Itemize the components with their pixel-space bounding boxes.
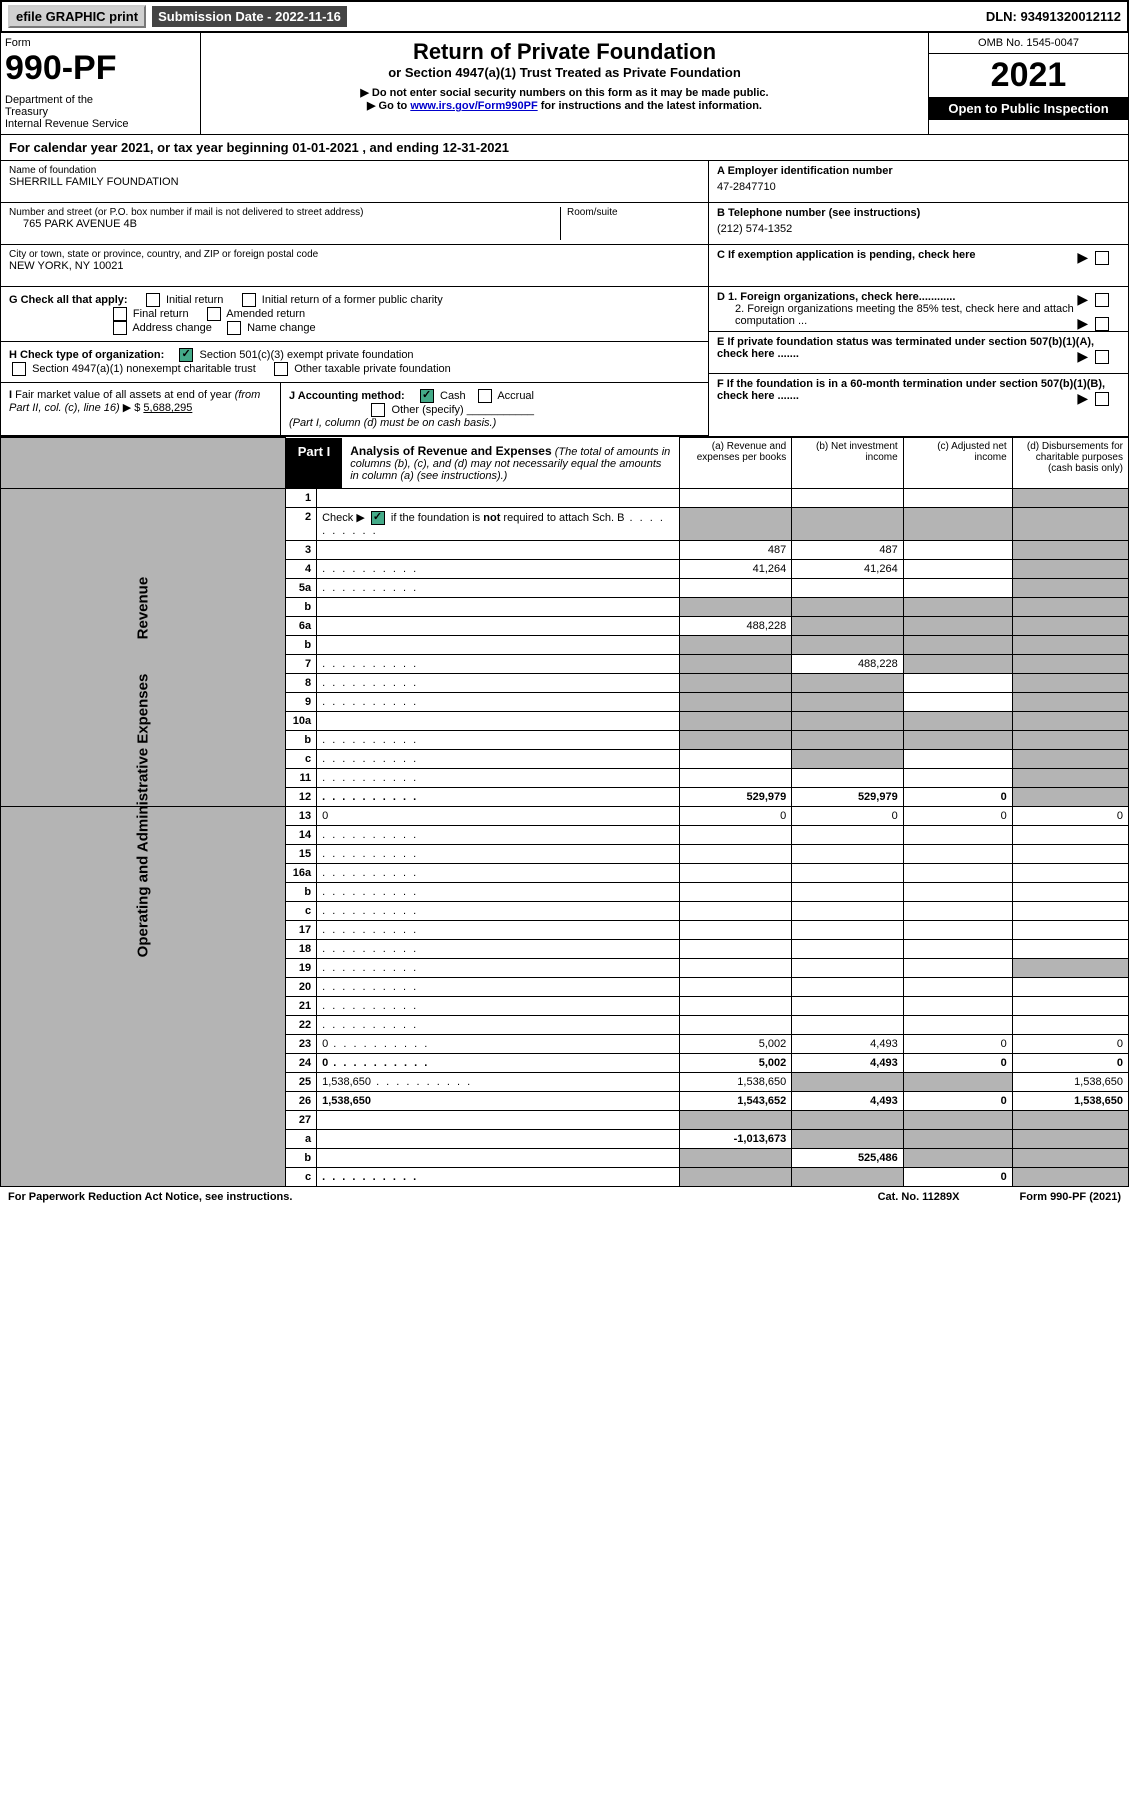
col-a-header: (a) Revenue and expenses per books — [679, 438, 792, 489]
address-label: Number and street (or P.O. box number if… — [9, 207, 560, 218]
tax-year: 2021 — [929, 54, 1128, 97]
omb-number: OMB No. 1545-0047 — [929, 33, 1128, 54]
dln-number: DLN: 93491320012112 — [980, 6, 1127, 27]
submission-date: Submission Date - 2022-11-16 — [152, 6, 347, 27]
col-b-header: (b) Net investment income — [792, 438, 903, 489]
form-title: Return of Private Foundation — [207, 39, 922, 65]
part1-title: Analysis of Revenue and Expenses (The to… — [342, 438, 678, 488]
section-j: J Accounting method: Cash Accrual Other … — [281, 383, 708, 435]
public-inspection-badge: Open to Public Inspection — [929, 97, 1128, 120]
initial-return-former-checkbox[interactable] — [242, 293, 256, 307]
d1-label: D 1. Foreign organizations, check here..… — [717, 291, 955, 303]
initial-return-checkbox[interactable] — [146, 293, 160, 307]
part1-label: Part I — [286, 438, 343, 488]
form-subtitle: or Section 4947(a)(1) Trust Treated as P… — [207, 65, 922, 80]
cash-checkbox[interactable] — [420, 389, 434, 403]
part1-table: Part I Analysis of Revenue and Expenses … — [0, 437, 1129, 1187]
foundation-name-label: Name of foundation — [9, 165, 700, 176]
other-taxable-checkbox[interactable] — [274, 362, 288, 376]
address-value: 765 PARK AVENUE 4B — [9, 218, 560, 230]
section-h: H Check type of organization: Section 50… — [1, 342, 708, 383]
info-section: Name of foundation SHERRILL FAMILY FOUND… — [0, 161, 1129, 437]
name-change-checkbox[interactable] — [227, 321, 241, 335]
note-link-line: ▶ Go to www.irs.gov/Form990PF for instru… — [207, 99, 922, 112]
section-g: G Check all that apply: Initial return I… — [1, 287, 708, 342]
top-bar: efile GRAPHIC print Submission Date - 20… — [0, 0, 1129, 33]
d2-checkbox[interactable] — [1095, 317, 1109, 331]
table-row: Operating and Administrative Expenses130… — [1, 806, 1129, 825]
footer-left: For Paperwork Reduction Act Notice, see … — [8, 1191, 292, 1203]
address-change-checkbox[interactable] — [113, 321, 127, 335]
exemption-checkbox[interactable] — [1095, 251, 1109, 265]
irs-link[interactable]: www.irs.gov/Form990PF — [410, 100, 537, 112]
accrual-checkbox[interactable] — [478, 389, 492, 403]
calendar-year-line: For calendar year 2021, or tax year begi… — [0, 135, 1129, 161]
efile-print-button[interactable]: efile GRAPHIC print — [8, 5, 146, 28]
footer-right: Form 990-PF (2021) — [1020, 1191, 1122, 1203]
foundation-name: SHERRILL FAMILY FOUNDATION — [9, 176, 700, 188]
page-footer: For Paperwork Reduction Act Notice, see … — [0, 1187, 1129, 1207]
4947a1-checkbox[interactable] — [12, 362, 26, 376]
f-checkbox[interactable] — [1095, 392, 1109, 406]
e-checkbox[interactable] — [1095, 350, 1109, 364]
phone-value: (212) 574-1352 — [717, 223, 1120, 235]
exemption-pending-label: C If exemption application is pending, c… — [717, 249, 976, 261]
part1-table-wrap: Part I Analysis of Revenue and Expenses … — [0, 437, 1129, 1187]
department-label: Department of theTreasuryInternal Revenu… — [5, 94, 196, 130]
room-suite-label: Room/suite — [567, 207, 700, 218]
form-number: 990-PF — [5, 49, 196, 88]
ein-label: A Employer identification number — [717, 165, 1120, 177]
table-row: Revenue1 — [1, 488, 1129, 507]
note-ssn: ▶ Do not enter social security numbers o… — [207, 86, 922, 99]
col-c-header: (c) Adjusted net income — [903, 438, 1012, 489]
expenses-side-label: Operating and Administrative Expenses — [1, 806, 286, 1186]
form-label: Form — [5, 37, 196, 49]
phone-label: B Telephone number (see instructions) — [717, 207, 1120, 219]
e-label: E If private foundation status was termi… — [717, 336, 1094, 360]
d1-checkbox[interactable] — [1095, 293, 1109, 307]
city-label: City or town, state or province, country… — [9, 249, 700, 260]
col-d-header: (d) Disbursements for charitable purpose… — [1012, 438, 1128, 489]
final-return-checkbox[interactable] — [113, 307, 127, 321]
footer-mid: Cat. No. 11289X — [878, 1191, 960, 1203]
ein-value: 47-2847710 — [717, 181, 1120, 193]
other-method-checkbox[interactable] — [371, 403, 385, 417]
amended-return-checkbox[interactable] — [207, 307, 221, 321]
d2-label: 2. Foreign organizations meeting the 85%… — [735, 303, 1074, 327]
501c3-checkbox[interactable] — [179, 348, 193, 362]
f-label: F If the foundation is in a 60-month ter… — [717, 378, 1105, 402]
form-header: Form 990-PF Department of theTreasuryInt… — [0, 33, 1129, 135]
city-value: NEW YORK, NY 10021 — [9, 260, 700, 272]
